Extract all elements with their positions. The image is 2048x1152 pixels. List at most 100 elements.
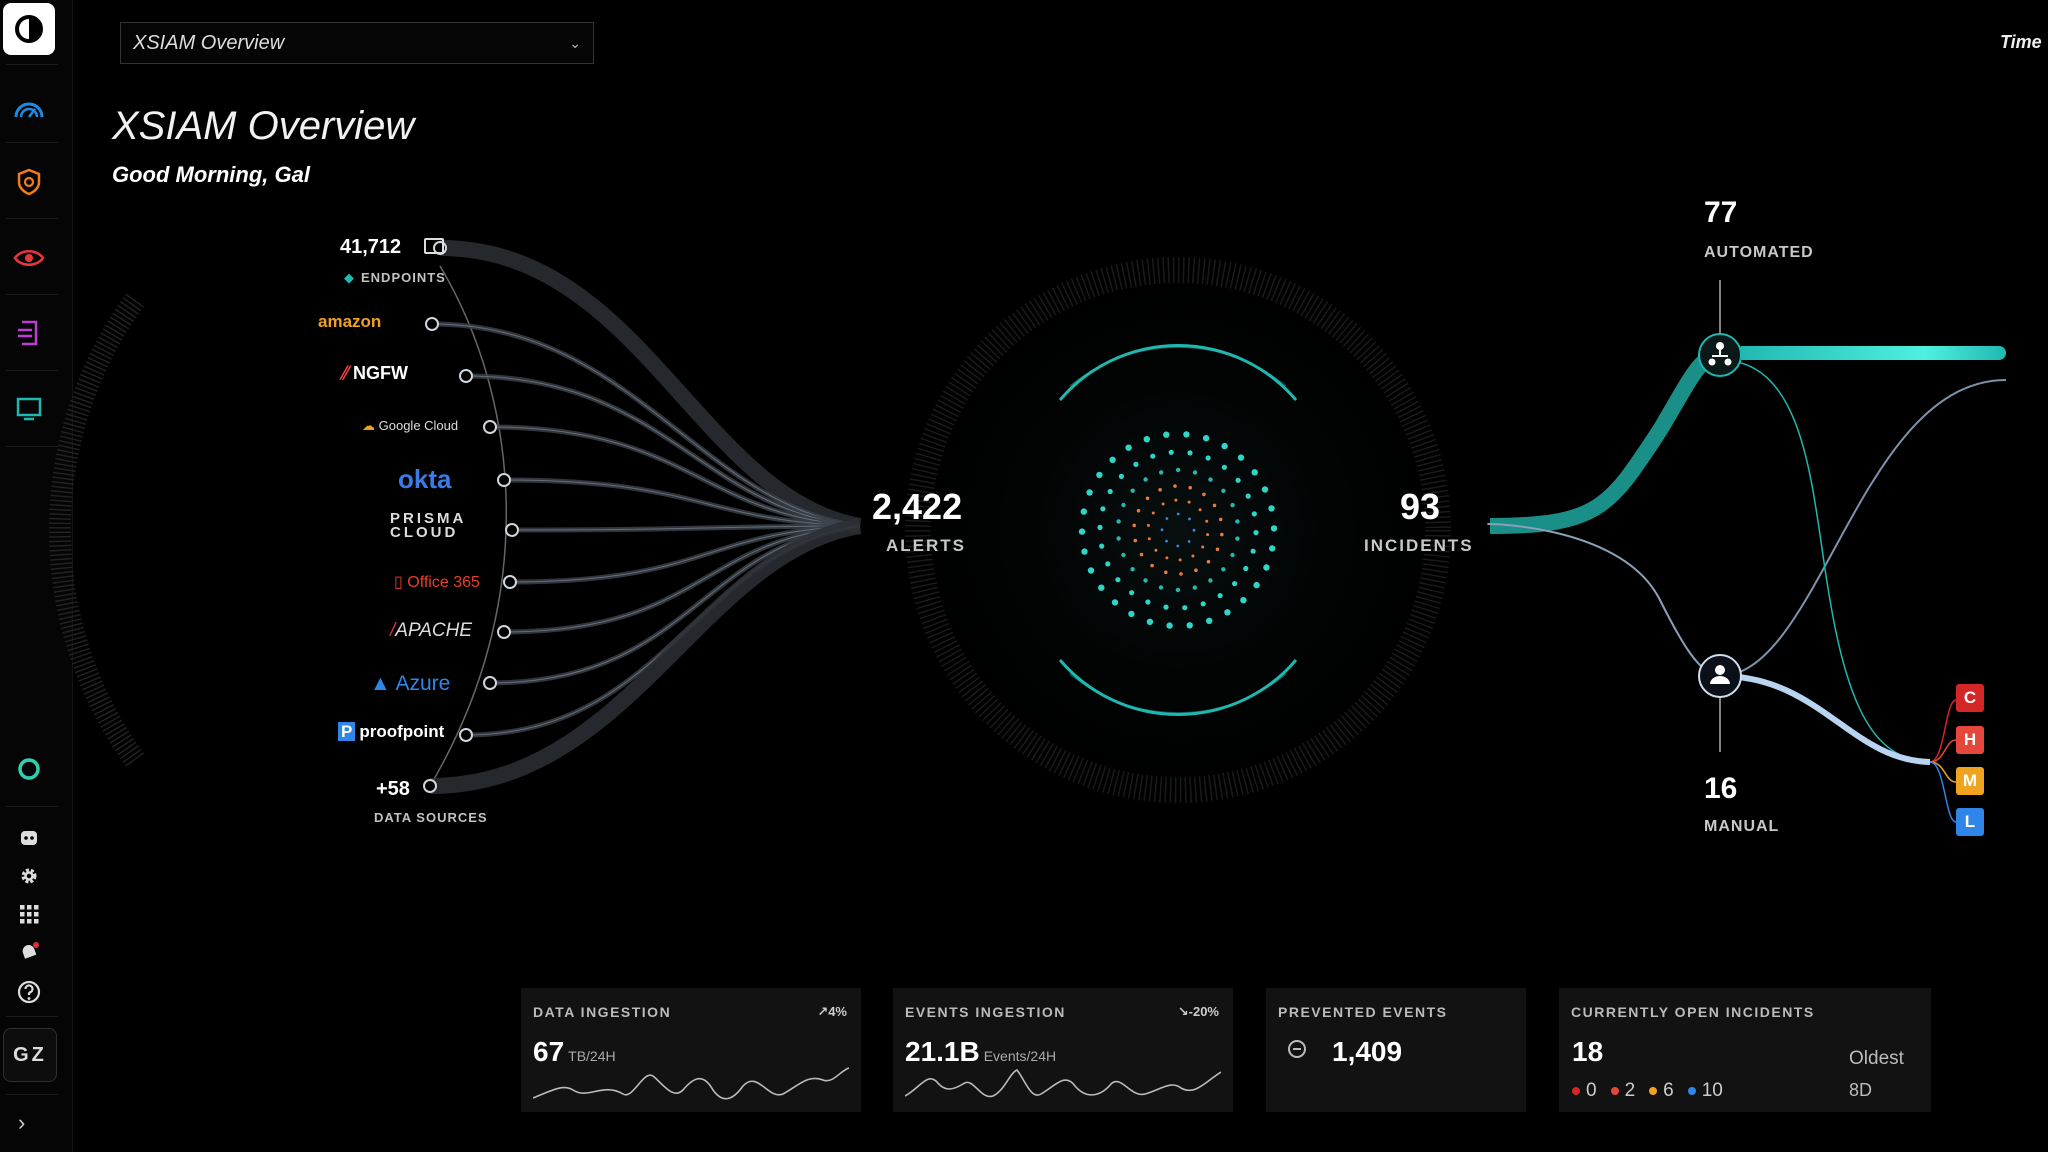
user-avatar[interactable]: GZ (3, 1028, 57, 1082)
source-azure[interactable]: ▲ Azure (370, 672, 451, 695)
nav-separator (6, 1016, 58, 1017)
eye-icon (13, 250, 45, 266)
decor-arc (48, 293, 144, 767)
open-incidents-severity-counts: 0 2 6 10 (1572, 1080, 1723, 1102)
source-flow-line (439, 240, 862, 534)
source-node[interactable] (483, 420, 497, 434)
critical-dot (1572, 1087, 1580, 1095)
nav-assets[interactable] (8, 388, 50, 430)
card-delta: ↘-20% (1177, 1004, 1219, 1019)
source-amazon[interactable]: amazon (318, 312, 382, 331)
user-icon (1710, 665, 1730, 684)
nav-help[interactable] (8, 971, 50, 1013)
source-node[interactable] (483, 676, 497, 690)
nav-investigation[interactable] (8, 237, 50, 279)
source-google-cloud[interactable]: ☁ Google Cloud (362, 418, 459, 433)
automated-count[interactable]: 77 (1704, 196, 1738, 229)
nav-notifications[interactable] (8, 931, 50, 973)
endpoints-count: 41,712 (340, 236, 402, 258)
chevron-down-icon: ⌄ (569, 34, 581, 51)
data-ingestion-card[interactable]: DATA INGESTION ↗4% 67 TB/24H (521, 988, 861, 1112)
nav-apps[interactable] (8, 893, 50, 935)
shield-icon (17, 168, 41, 196)
card-title: PREVENTED EVENTS (1278, 1004, 1448, 1020)
blocked-icon (1288, 1040, 1306, 1058)
source-okta[interactable]: okta (398, 464, 452, 494)
automated-label: AUTOMATED (1704, 244, 1814, 261)
card-value: 18 (1572, 1036, 1604, 1067)
nav-separator (6, 218, 58, 219)
nav-settings[interactable] (8, 855, 50, 897)
automated-to-severity (1719, 359, 1931, 763)
center-arc-top (1058, 344, 1298, 401)
events-ingestion-card[interactable]: EVENTS INGESTION ↘-20% 21.1B Events/24H (893, 988, 1233, 1112)
source-node[interactable] (459, 728, 473, 742)
expand-sidebar-chevron-icon[interactable]: › (18, 1110, 26, 1135)
alerts-count[interactable]: 2,422 (872, 486, 963, 527)
sparkline (905, 1068, 1221, 1098)
nav-dashboards[interactable] (8, 88, 50, 130)
card-value: 67 TB/24H (533, 1036, 616, 1067)
more-sources-count[interactable]: +58 (376, 778, 410, 800)
severity-low[interactable]: L (1956, 808, 1984, 836)
source-flows (423, 240, 862, 794)
source-node[interactable] (505, 523, 519, 537)
open-incidents-card[interactable]: CURRENTLY OPEN INCIDENTS 18 (1559, 988, 1931, 1112)
oldest-value: 8D (1849, 1080, 1873, 1100)
card-delta: ↗4% (817, 1004, 847, 1019)
source-node[interactable] (503, 575, 517, 589)
severity-critical[interactable]: C (1956, 684, 1984, 712)
high-dot (1610, 1087, 1619, 1095)
nav-incidents[interactable] (8, 161, 50, 203)
source-node[interactable] (497, 625, 511, 639)
dashboard-select[interactable]: XSIAM Overview ⌄ (120, 22, 594, 64)
greeting: Good Morning, Gal (112, 162, 310, 187)
source-node[interactable] (497, 473, 511, 487)
nav-separator (6, 806, 58, 807)
incidents-count[interactable]: 93 (1400, 486, 1441, 527)
severity-high[interactable]: H (1956, 726, 1984, 754)
xsiam-logo[interactable] (3, 3, 55, 55)
source-prisma-cloud[interactable]: PRISMA CLOUD (390, 510, 466, 541)
bot-icon (21, 831, 37, 845)
logo-icon (15, 15, 43, 43)
source-office365[interactable]: ▯ Office 365 (394, 574, 480, 591)
help-icon (17, 980, 41, 1004)
time-range-label[interactable]: Time (2000, 32, 2042, 52)
card-title: DATA INGESTION (533, 1004, 672, 1020)
nav-separator (6, 64, 58, 65)
source-flow-line (429, 518, 862, 794)
manual-to-severity (1719, 673, 1931, 765)
source-ngfw[interactable]: ⫽ NGFW (340, 363, 409, 383)
nav-assistant[interactable] (8, 817, 50, 859)
endpoint-monitor-icon (424, 238, 444, 254)
source-node[interactable] (423, 779, 437, 793)
nav-cortex-copilot[interactable] (8, 748, 50, 790)
source-apache[interactable]: /APACHE (390, 620, 473, 641)
sparkline (533, 1067, 849, 1100)
manual-node[interactable] (1698, 654, 1742, 698)
automated-node[interactable] (1698, 333, 1742, 377)
sidebar: GZ › (0, 0, 73, 1152)
center-arc-bottom (1058, 659, 1298, 716)
flow-to-manual (1487, 522, 1721, 677)
center-arc-bottom-outer (1069, 673, 1287, 714)
nav-separator (6, 370, 58, 371)
ring-icon (18, 758, 40, 780)
nav-automation[interactable] (8, 312, 50, 354)
dashboard-select-value: XSIAM Overview (133, 31, 285, 54)
page-title: XSIAM Overview (112, 104, 415, 148)
card-title: EVENTS INGESTION (905, 1004, 1066, 1020)
playbook-icon (18, 320, 38, 346)
source-node[interactable] (459, 369, 473, 383)
center-arc-top-outer (1069, 346, 1287, 387)
source-node[interactable] (425, 317, 439, 331)
prevented-events-card[interactable]: PREVENTED EVENTS 1,409 (1266, 988, 1526, 1112)
card-value: 1,409 (1332, 1036, 1403, 1067)
alerts-label: ALERTS (886, 536, 966, 555)
manual-count[interactable]: 16 (1704, 772, 1738, 805)
severity-medium[interactable]: M (1956, 767, 1984, 795)
dot-cloud (1078, 431, 1278, 629)
